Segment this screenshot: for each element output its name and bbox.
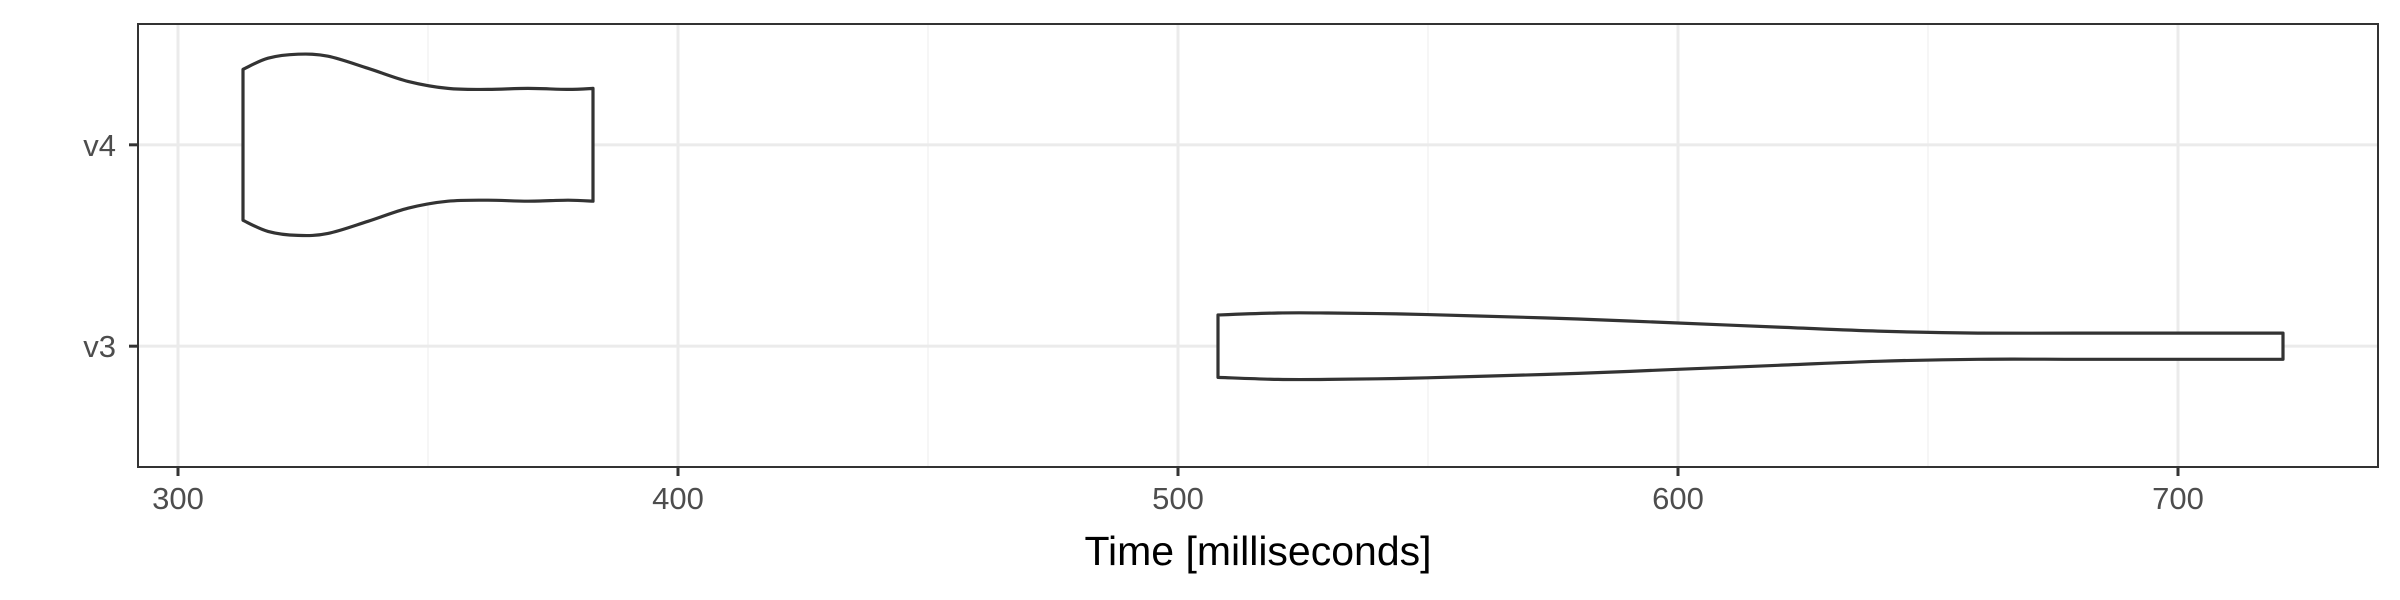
y-tick-label-v3: v3 <box>83 329 116 364</box>
violin-layer <box>241 52 2285 382</box>
x-axis: 300 400 500 600 700 <box>152 467 2204 516</box>
x-tick-label-600: 600 <box>1652 481 1704 516</box>
y-axis: v3 v4 <box>83 128 138 364</box>
x-tick-label-400: 400 <box>652 481 704 516</box>
violin-v4 <box>241 52 595 238</box>
y-tick-label-v4: v4 <box>83 128 116 163</box>
x-axis-title: Time [milliseconds] <box>1084 528 1431 574</box>
violin-v3 <box>1216 311 2285 382</box>
x-tick-label-500: 500 <box>1152 481 1204 516</box>
x-tick-label-700: 700 <box>2152 481 2204 516</box>
panel-border <box>137 23 2379 468</box>
x-tick-label-300: 300 <box>152 481 204 516</box>
